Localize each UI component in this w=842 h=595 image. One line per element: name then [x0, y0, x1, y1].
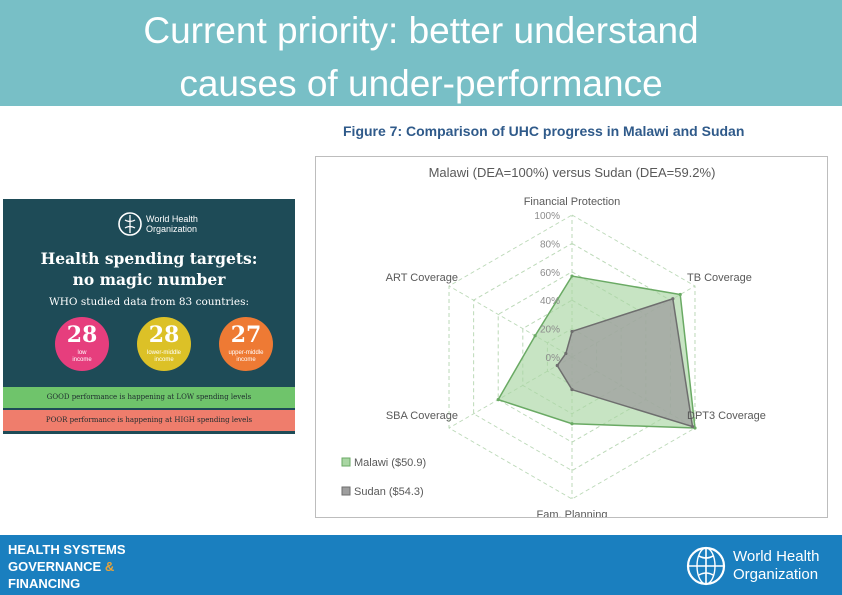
radial-tick-label: 0% [546, 353, 561, 364]
hsgf-line-3: FINANCING [8, 576, 81, 591]
infographic-headline-2: no magic number [72, 270, 226, 289]
malawi-point [678, 292, 682, 297]
who-infographic: World Health Organization Health spendin… [3, 199, 295, 434]
radar-chart: Malawi (DEA=100%) versus Sudan (DEA=59.2… [341, 165, 766, 517]
bubble-number: 28 [66, 322, 98, 348]
bubble-number: 27 [230, 322, 262, 348]
sudan-point [570, 329, 574, 334]
axis-label: DPT3 Coverage [687, 410, 766, 422]
legend-label-sudan: Sudan ($54.3) [354, 486, 424, 498]
legend-label-malawi: Malawi ($50.9) [354, 457, 426, 469]
radial-tick-label: 40% [540, 296, 560, 307]
footer-who-line-1: World Health [733, 548, 820, 565]
who-emblem-icon [686, 546, 726, 586]
hsgf-logo: HEALTH SYSTEMS GOVERNANCE & FINANCING [8, 541, 126, 592]
footer-who-line-2: Organization [733, 566, 819, 583]
slide-title-line-2: causes of under-performance [179, 63, 663, 104]
infographic-subtitle: WHO studied data from 83 countries: [48, 296, 250, 308]
slide-title-line-1: Current priority: better understand [143, 10, 699, 51]
bubble-label-2: income [154, 357, 174, 363]
infographic-who-logo: World Health Organization [117, 211, 198, 237]
footer-bar: HEALTH SYSTEMS GOVERNANCE & FINANCING Wo… [0, 535, 842, 595]
malawi-point [570, 422, 574, 426]
bubble-low-income: 28 low income [55, 317, 109, 371]
radial-tick-label: 60% [540, 268, 560, 279]
bubble-lower-middle-income: 28 lower-middle income [137, 317, 191, 371]
malawi-point [533, 334, 537, 338]
bubble-number: 28 [148, 322, 180, 348]
hsgf-ampersand: & [104, 559, 115, 574]
malawi-point [693, 426, 697, 430]
bubble-label-2: income [72, 357, 92, 363]
legend-swatch-sudan [341, 486, 351, 496]
figure-caption: Figure 7: Comparison of UHC progress in … [343, 123, 745, 139]
bubble-upper-middle-income: 27 upper-middle income [219, 317, 273, 371]
footer-who-logo: World Health Organization [684, 544, 819, 588]
radial-tick-label: 100% [534, 211, 560, 222]
bubble-label-1: low [77, 350, 87, 356]
poor-performance-band: POOR performance is happening at HIGH sp… [3, 410, 295, 431]
infographic-logo-line-2: Organization [146, 224, 198, 234]
sudan-point [570, 388, 574, 392]
chart-title: Malawi (DEA=100%) versus Sudan (DEA=59.2… [429, 165, 716, 180]
malawi-point [570, 274, 574, 278]
radar-chart-frame: Malawi (DEA=100%) versus Sudan (DEA=59.2… [315, 156, 828, 518]
axis-label: Fam. Planning [537, 509, 608, 517]
hsgf-line-1: HEALTH SYSTEMS [8, 542, 126, 557]
axis-label: TB Coverage [687, 272, 752, 284]
sudan-point [555, 363, 559, 368]
radial-tick-label: 20% [540, 325, 560, 336]
good-performance-band: GOOD performance is happening at LOW spe… [3, 387, 295, 408]
radial-tick-label: 80% [540, 239, 560, 250]
title-banner: Current priority: better understand caus… [0, 0, 842, 106]
hsgf-line-2: GOVERNANCE [8, 559, 102, 574]
sudan-point [564, 351, 568, 356]
who-emblem-icon [118, 212, 142, 236]
malawi-point [496, 398, 500, 402]
axis-label: SBA Coverage [386, 410, 458, 422]
legend-swatch-malawi [341, 457, 351, 467]
sudan-point [671, 297, 675, 301]
axis-label: ART Coverage [386, 272, 458, 284]
bubble-label-1: lower-middle [146, 350, 181, 356]
sudan-point [690, 424, 695, 429]
infographic-headline-1: Health spending targets: [40, 249, 258, 268]
axis-label: Financial Protection [524, 196, 621, 208]
bubble-label-1: upper-middle [228, 350, 264, 356]
bubble-label-2: income [236, 357, 256, 363]
infographic-logo-line-1: World Health [146, 214, 198, 224]
